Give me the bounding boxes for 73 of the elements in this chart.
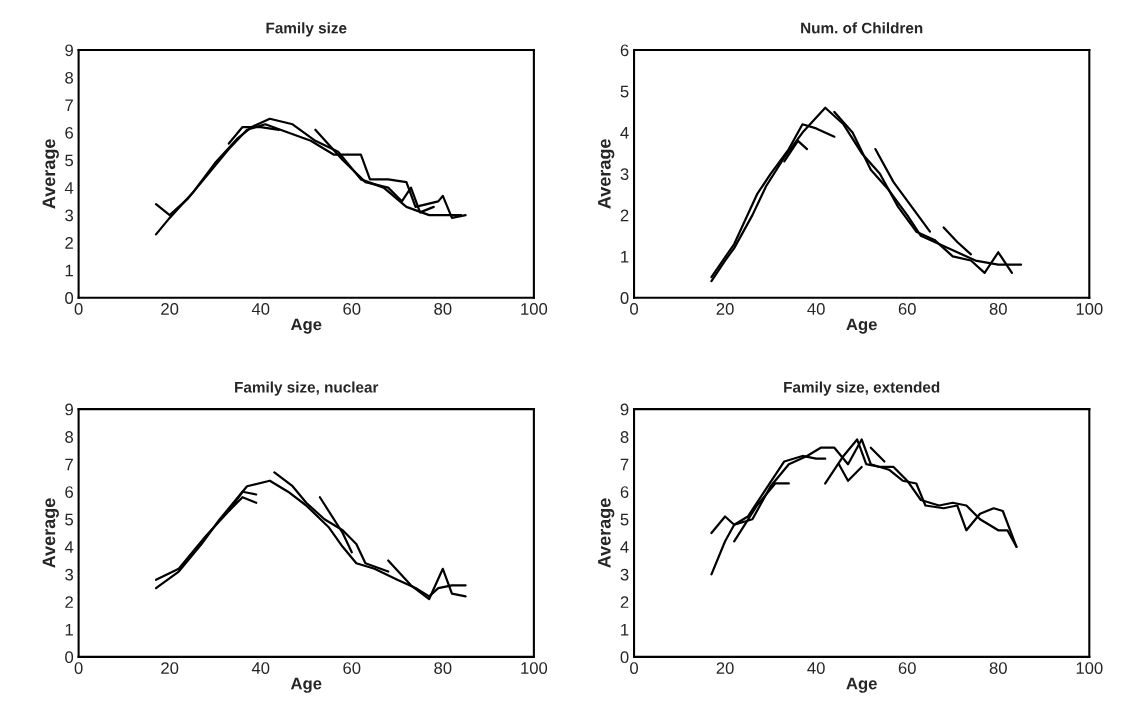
x-tick-label: 40 [251,662,270,674]
chart-title: Family size [266,22,347,37]
x-tick-label: 80 [434,303,452,315]
x-axis-title: Age [846,677,877,693]
y-tick-label: 2 [65,596,73,608]
y-tick-label: 4 [620,541,629,553]
y-tick-label: 3 [65,568,74,581]
y-tick-label: 4 [620,127,629,139]
chart-title: Num. of Children [801,22,923,34]
y-tick-label: 2 [620,209,629,222]
y-tick-label: 2 [65,237,73,249]
x-tick-label: 0 [630,303,639,315]
x-tick-label: 60 [898,662,916,674]
x-tick-label: 20 [716,303,734,315]
x-tick-label: 60 [898,303,916,315]
y-tick-label: 7 [65,458,73,471]
y-axis-title: Average [598,498,615,568]
x-tick-label: 40 [251,303,270,315]
y-axis-title: Average [42,139,59,209]
y-tick-label: 0 [620,292,629,304]
y-tick-label: 9 [620,403,629,416]
x-tick-label: 0 [74,662,83,674]
x-tick-label: 20 [161,662,179,674]
x-tick-label: 100 [1076,303,1103,315]
y-tick-label: 1 [621,250,629,263]
x-tick-label: 40 [807,303,825,315]
y-tick-label: 1 [621,623,629,636]
x-tick-label: 100 [521,662,548,674]
x-tick-label: 0 [74,303,83,315]
x-tick-label: 80 [434,662,452,674]
y-tick-label: 9 [65,44,73,57]
x-tick-label: 80 [989,662,1007,674]
chart-title: Family size, extended [784,381,940,396]
y-tick-label: 3 [620,568,629,581]
x-tick-label: 100 [1076,662,1103,674]
y-tick-label: 1 [65,264,73,277]
y-tick-label: 8 [620,431,629,443]
y-tick-label: 5 [65,154,74,167]
y-tick-label: 6 [65,486,74,498]
y-axis-title: Average [598,139,615,209]
x-tick-label: 40 [807,662,825,674]
y-tick-label: 0 [620,651,629,664]
x-tick-label: 60 [343,662,361,674]
y-tick-label: 5 [620,513,629,526]
x-tick-label: 60 [343,303,361,315]
y-tick-label: 2 [620,596,629,608]
y-tick-label: 8 [65,71,74,84]
y-tick-label: 6 [65,126,74,139]
y-tick-label: 0 [65,651,74,664]
y-tick-label: 7 [65,99,73,112]
y-tick-label: 4 [64,182,74,194]
x-tick-label: 80 [989,303,1007,315]
x-tick-label: 20 [716,662,734,674]
y-tick-label: 3 [65,209,74,222]
x-tick-label: 100 [521,303,548,315]
x-tick-label: 0 [630,662,639,674]
y-tick-label: 3 [620,168,629,181]
x-axis-title: Age [290,677,322,693]
y-tick-label: 4 [64,541,74,553]
chart-title: Family size, nuclear [235,381,379,396]
y-tick-label: 7 [620,458,629,471]
y-tick-label: 9 [65,403,73,416]
y-tick-label: 5 [620,85,629,98]
y-tick-label: 6 [620,486,629,498]
y-axis-title: Average [42,498,59,568]
x-axis-title: Age [846,318,877,334]
x-axis-title: Age [290,318,322,334]
x-tick-label: 20 [161,303,179,315]
y-tick-label: 6 [620,44,629,57]
y-tick-label: 1 [65,623,73,636]
y-tick-label: 5 [65,513,74,526]
y-tick-label: 8 [65,431,74,443]
y-tick-label: 0 [65,292,74,304]
